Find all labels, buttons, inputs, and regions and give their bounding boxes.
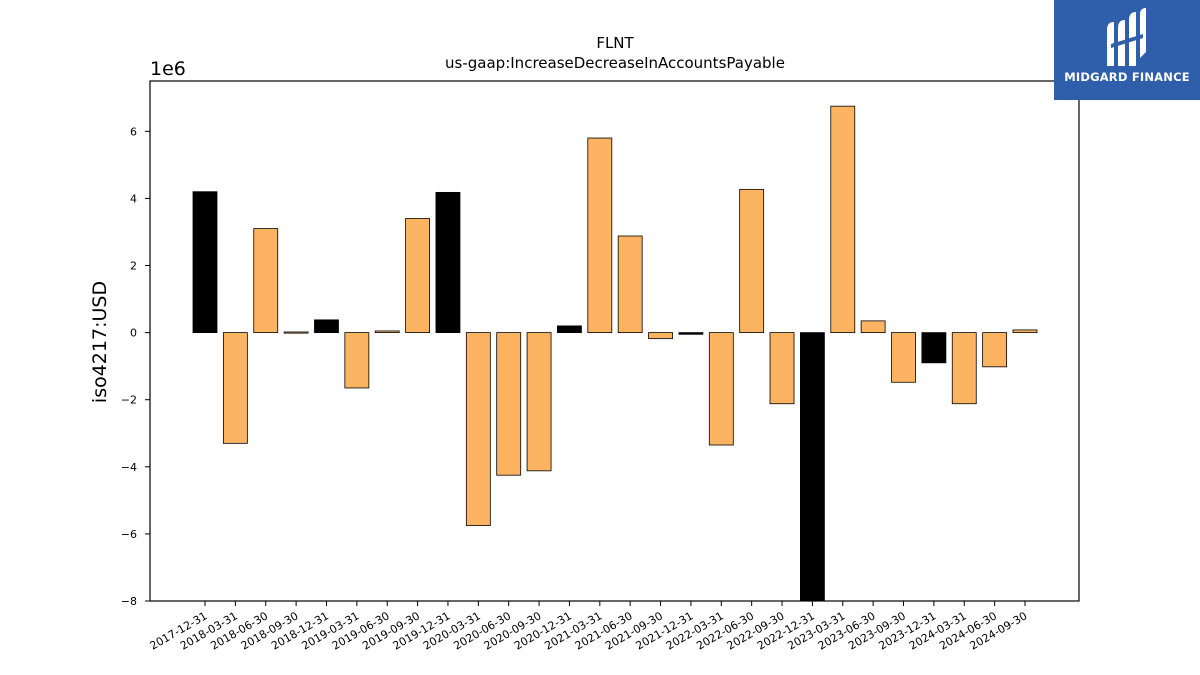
bar-2019-09-30 — [405, 218, 430, 334]
bar-2020-12-31 — [557, 325, 582, 334]
y-tick-label: 0 — [130, 327, 137, 340]
y-axis-label: iso4217:USD — [89, 281, 111, 403]
bar-2021-03-31 — [587, 137, 613, 334]
y-tick-label: 6 — [130, 125, 137, 138]
bar-2020-03-31 — [465, 332, 491, 526]
bar-2021-12-31 — [678, 332, 704, 335]
y-tick-label: −6 — [121, 528, 137, 541]
bar-2020-06-30 — [496, 332, 522, 476]
midgard-logo-icon — [1107, 8, 1146, 66]
bar-2023-03-31 — [830, 105, 856, 334]
bar-2018-09-30 — [283, 331, 309, 334]
bar-2019-12-31 — [435, 191, 461, 334]
bar-2023-09-30 — [891, 332, 916, 383]
y-tick-label: −2 — [121, 394, 137, 407]
bar-2020-09-30 — [526, 332, 552, 472]
y-scale-label: 1e6 — [150, 58, 186, 80]
logo-text: MIDGARD FINANCE — [1064, 70, 1190, 84]
bar-2024-06-30 — [982, 332, 1008, 368]
y-axis-ticks: −8 −6 −4 −2 0 2 4 6 — [121, 125, 150, 608]
bar-2022-12-31 — [800, 332, 825, 602]
y-tick-label: 2 — [130, 260, 137, 273]
plot-frame — [149, 80, 1080, 602]
chart-subtitle: us-gaap:IncreaseDecreaseInAccountsPayabl… — [445, 54, 785, 72]
bar-2019-06-30 — [374, 330, 400, 334]
bar-2021-09-30 — [648, 332, 673, 340]
bar-2018-12-31 — [314, 319, 339, 334]
midgard-finance-logo: MIDGARD FINANCE — [1054, 0, 1200, 100]
bar-2024-03-31 — [951, 332, 977, 405]
bar-2018-06-30 — [253, 228, 279, 334]
x-axis-ticks: 2017-12-312018-03-312018-06-302018-09-30… — [148, 601, 1029, 653]
bar-2022-06-30 — [739, 188, 765, 334]
bar-2022-09-30 — [769, 332, 795, 405]
bar-2019-03-31 — [344, 332, 370, 389]
y-tick-label: 4 — [130, 192, 137, 205]
bar-series — [192, 105, 1038, 602]
bar-2023-12-31 — [921, 332, 947, 364]
bar-2017-12-31 — [192, 191, 218, 334]
bar-2023-06-30 — [860, 320, 886, 334]
bar-2024-09-30 — [1012, 329, 1038, 334]
bar-2021-06-30 — [617, 235, 643, 334]
chart-title: FLNT — [596, 34, 634, 52]
bar-2022-03-31 — [708, 332, 734, 446]
y-tick-label: −8 — [121, 595, 137, 608]
bar-2018-03-31 — [222, 332, 248, 444]
y-tick-label: −4 — [121, 461, 137, 474]
